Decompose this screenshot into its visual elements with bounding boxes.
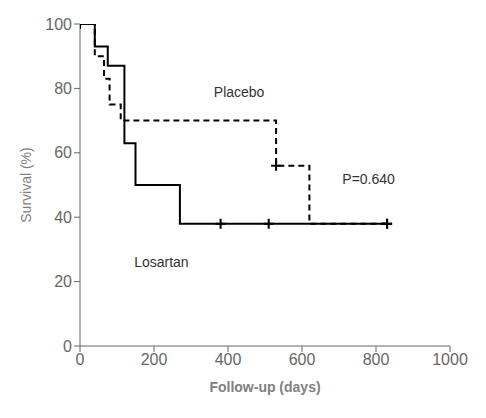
svg-text:1000: 1000: [432, 351, 468, 368]
svg-text:20: 20: [54, 273, 72, 290]
svg-text:Survival (%): Survival (%): [18, 147, 34, 222]
svg-text:Placebo: Placebo: [214, 84, 265, 100]
svg-text:80: 80: [54, 80, 72, 97]
svg-text:Losartan: Losartan: [134, 254, 188, 270]
svg-text:40: 40: [54, 209, 72, 226]
svg-text:800: 800: [363, 351, 390, 368]
svg-text:0: 0: [76, 351, 85, 368]
svg-text:60: 60: [54, 144, 72, 161]
svg-text:400: 400: [215, 351, 242, 368]
svg-text:Follow-up (days): Follow-up (days): [209, 379, 320, 395]
svg-text:0: 0: [63, 338, 72, 355]
svg-text:600: 600: [289, 351, 316, 368]
svg-text:100: 100: [45, 16, 72, 33]
svg-text:P=0.640: P=0.640: [342, 171, 395, 187]
svg-text:200: 200: [141, 351, 168, 368]
